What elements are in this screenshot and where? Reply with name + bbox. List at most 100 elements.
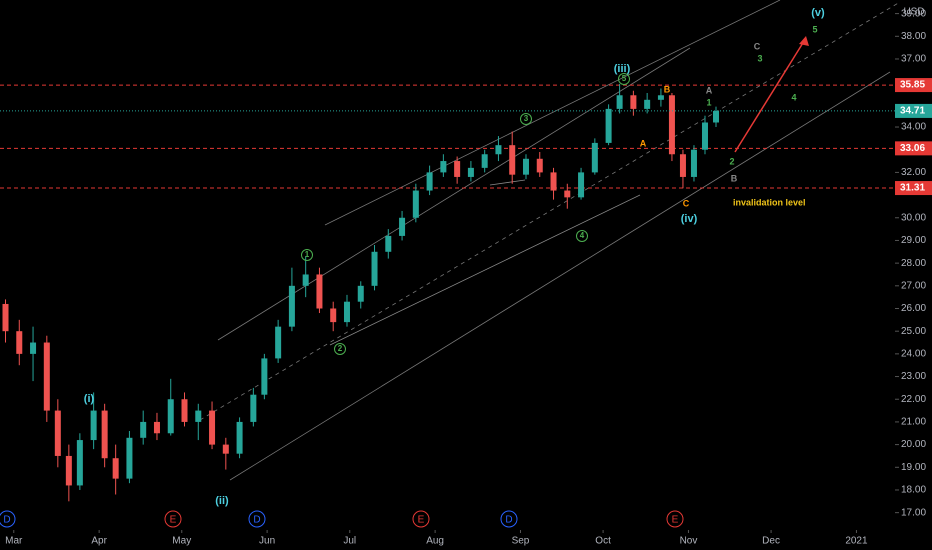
wave-label: A	[640, 138, 647, 148]
candle-body	[250, 394, 257, 422]
x-tick-label: Dec	[762, 536, 780, 547]
wave-label: 5	[622, 74, 627, 83]
candle-body	[630, 95, 637, 109]
candle-body	[126, 437, 133, 479]
wave-label: 2	[338, 344, 343, 353]
price-level-label: 31.31	[900, 183, 925, 194]
y-tick-label: 24.00	[901, 349, 926, 360]
last-price-label: 34.71	[900, 106, 925, 117]
candle-body	[153, 421, 160, 434]
y-tick-label: 29.00	[901, 235, 926, 246]
arrow-head	[799, 36, 809, 46]
wave-circle	[520, 113, 532, 125]
wave-label: A	[706, 85, 713, 95]
event-marker	[248, 510, 266, 528]
candle-body	[357, 285, 364, 302]
candle-body	[605, 108, 612, 143]
y-tick-label: 39.00	[901, 8, 926, 19]
candle-body	[412, 190, 419, 218]
candle-body	[522, 158, 529, 175]
event-marker	[500, 510, 518, 528]
event-marker	[666, 510, 684, 528]
wave-label: 1	[706, 97, 711, 107]
candle-body	[509, 145, 516, 175]
candle-body	[550, 172, 557, 191]
y-tick-label: 21.00	[901, 417, 926, 428]
x-tick-label: 2021	[845, 536, 868, 547]
candle-body	[536, 158, 543, 173]
event-marker	[0, 510, 16, 528]
candle-body	[43, 342, 50, 411]
y-tick-label: 20.00	[901, 439, 926, 450]
candle-body	[385, 235, 392, 252]
y-tick-label: 37.00	[901, 54, 926, 65]
candle-body	[16, 331, 23, 354]
candle-body	[657, 95, 664, 100]
trend-line	[489, 179, 526, 186]
candle-body	[713, 110, 719, 123]
y-tick-label: 32.00	[901, 167, 926, 178]
x-tick-label: Jul	[343, 536, 356, 547]
event-label: D	[505, 515, 512, 526]
candle-body	[181, 399, 188, 422]
price-level-label: 33.06	[900, 143, 925, 154]
wave-label: 4	[580, 231, 585, 240]
trend-line	[324, 0, 781, 226]
wave-label: B	[664, 84, 671, 94]
x-tick-label: Nov	[680, 536, 698, 547]
candle-body	[90, 410, 97, 441]
y-tick-label: 25.00	[901, 326, 926, 337]
y-tick-label: 30.00	[901, 212, 926, 223]
y-tick-label: 28.00	[901, 258, 926, 269]
wave-label: C	[683, 198, 690, 208]
wave-label: B	[731, 173, 738, 183]
candle-body	[65, 455, 72, 486]
candle-body	[2, 303, 9, 332]
candle-body	[454, 161, 461, 177]
wave-label: (i)	[84, 393, 95, 405]
x-tick-label: Apr	[91, 536, 107, 547]
wave-circle	[301, 249, 313, 261]
y-tick-label: 26.00	[901, 303, 926, 314]
y-tick-label: 17.00	[901, 507, 926, 518]
candle-body	[30, 342, 37, 354]
candle-body	[54, 410, 61, 456]
trend-line	[229, 71, 891, 481]
wave-circle	[334, 343, 346, 355]
x-tick-label: Mar	[5, 536, 23, 547]
wave-label: 5	[812, 24, 817, 34]
candle-body	[616, 95, 623, 109]
event-marker	[412, 510, 430, 528]
price-level-tag	[895, 78, 932, 93]
candle-body	[261, 358, 268, 395]
trend-line	[329, 194, 641, 346]
event-label: D	[253, 515, 260, 526]
candle-body	[578, 172, 585, 198]
wave-circle	[618, 73, 630, 85]
x-tick-label: Oct	[595, 536, 611, 547]
last-price-tag	[895, 103, 932, 118]
wave-label: (iv)	[681, 213, 698, 225]
wave-label: invalidation level	[733, 197, 806, 207]
candle-body	[481, 154, 488, 168]
wave-label: (ii)	[215, 495, 229, 507]
wave-label: 2	[729, 156, 734, 166]
candle-body	[467, 167, 474, 177]
trend-line	[217, 47, 691, 341]
y-tick-label: 38.00	[901, 31, 926, 42]
price-level-tag	[895, 141, 932, 156]
candle-body	[371, 251, 378, 286]
candle-body	[399, 217, 406, 236]
wave-label: 3	[524, 114, 529, 123]
trend-line	[199, 1, 901, 421]
candle-body	[112, 458, 119, 479]
event-marker	[164, 510, 182, 528]
candle-body	[76, 440, 83, 486]
projection-arrow	[734, 37, 807, 153]
wave-label: 3	[757, 53, 762, 63]
x-tick-label: Jun	[259, 536, 275, 547]
price-level-label: 35.85	[900, 80, 925, 91]
candle-body	[101, 410, 108, 459]
candle-body	[343, 301, 350, 323]
